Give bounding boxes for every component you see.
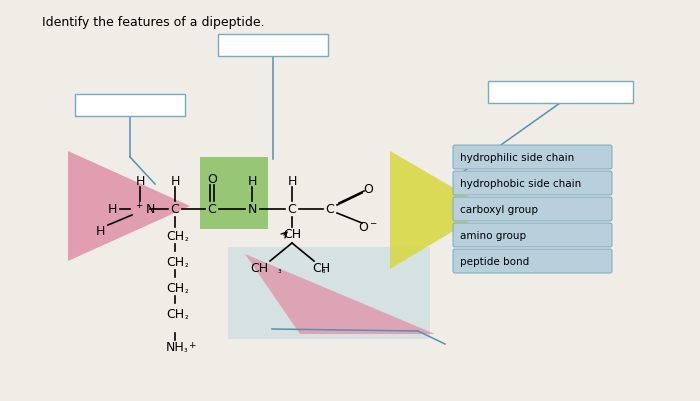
Text: ₃: ₃ — [184, 344, 188, 353]
Text: H: H — [287, 175, 297, 188]
Text: H: H — [107, 203, 117, 216]
Text: ₂: ₂ — [185, 311, 188, 320]
Text: ₂: ₂ — [185, 285, 188, 294]
Text: CH: CH — [250, 261, 268, 274]
Text: ₃: ₃ — [278, 265, 281, 274]
Text: H: H — [95, 225, 105, 238]
Text: H: H — [247, 175, 257, 188]
Text: +: + — [188, 340, 195, 349]
Text: NH: NH — [166, 340, 184, 353]
Text: O$\mathregular{^-}$: O$\mathregular{^-}$ — [358, 221, 378, 234]
Text: amino group: amino group — [460, 231, 526, 241]
Text: $\mathregular{^+}$N: $\mathregular{^+}$N — [134, 202, 155, 217]
FancyBboxPatch shape — [200, 158, 268, 229]
Text: O: O — [363, 183, 373, 196]
FancyBboxPatch shape — [453, 198, 612, 221]
Polygon shape — [68, 152, 190, 261]
Polygon shape — [228, 247, 430, 339]
Text: C: C — [171, 203, 179, 216]
Text: peptide bond: peptide bond — [460, 256, 529, 266]
Polygon shape — [245, 254, 435, 334]
FancyBboxPatch shape — [453, 249, 612, 273]
Text: CH: CH — [166, 281, 184, 294]
Text: C: C — [288, 203, 296, 216]
Text: hydrophilic side chain: hydrophilic side chain — [460, 153, 574, 162]
Polygon shape — [390, 152, 490, 269]
Text: carboxyl group: carboxyl group — [460, 205, 538, 215]
Text: C: C — [326, 203, 335, 216]
FancyBboxPatch shape — [218, 35, 328, 57]
Text: C: C — [208, 203, 216, 216]
FancyBboxPatch shape — [453, 146, 612, 170]
Text: ₂: ₂ — [185, 233, 188, 242]
Text: CH: CH — [312, 261, 330, 274]
Text: N: N — [247, 203, 257, 216]
Text: ₂: ₂ — [185, 259, 188, 268]
Text: hydrophobic side chain: hydrophobic side chain — [460, 178, 581, 188]
FancyBboxPatch shape — [75, 95, 185, 117]
Text: Identify the features of a dipeptide.: Identify the features of a dipeptide. — [42, 16, 265, 29]
Text: CH: CH — [166, 307, 184, 320]
Text: H: H — [135, 175, 145, 188]
Text: CH: CH — [283, 227, 301, 241]
Text: ₃: ₃ — [322, 265, 326, 274]
FancyBboxPatch shape — [488, 82, 633, 104]
Text: O: O — [207, 173, 217, 186]
FancyBboxPatch shape — [453, 223, 612, 247]
Text: H: H — [170, 175, 180, 188]
FancyBboxPatch shape — [453, 172, 612, 196]
Text: CH: CH — [166, 255, 184, 268]
Text: CH: CH — [166, 229, 184, 242]
